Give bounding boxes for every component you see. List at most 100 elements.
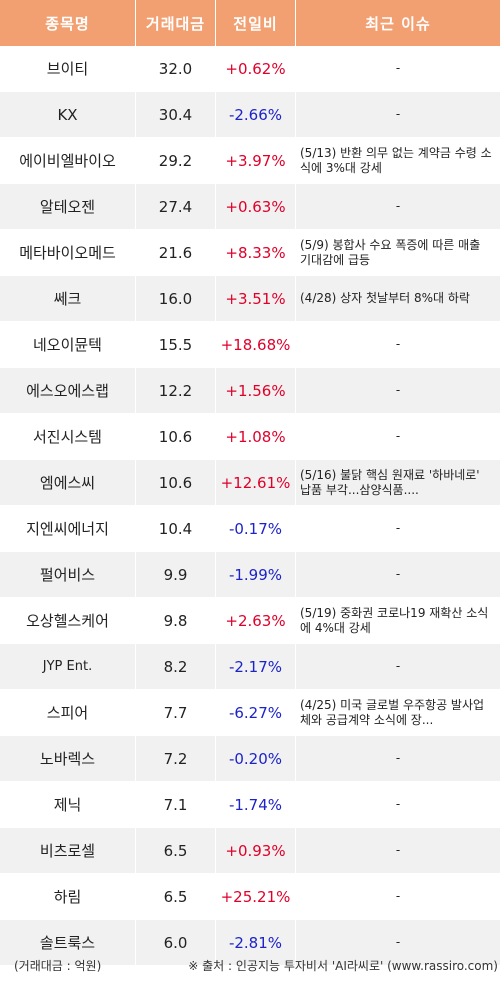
stock-name: 에이비엘바이오 <box>0 138 136 184</box>
table-row: 하림 6.5 +25.21% - <box>0 874 500 920</box>
recent-issue-text: - <box>395 383 401 397</box>
recent-issue: - <box>296 414 500 460</box>
table-row: 서진시스템 10.6 +1.08% - <box>0 414 500 460</box>
stock-name: 솔트룩스 <box>0 920 136 966</box>
trade-volume: 8.2 <box>136 644 216 690</box>
table-row: 브이티 32.0 +0.62% - <box>0 46 500 92</box>
recent-issue: (4/28) 상자 첫날부터 8%대 하락 <box>296 276 500 322</box>
stock-name: 에스오에스랩 <box>0 368 136 414</box>
table-row: 에스오에스랩 12.2 +1.56% - <box>0 368 500 414</box>
price-change: +8.33% <box>216 230 296 276</box>
price-change: -2.81% <box>216 920 296 966</box>
trade-volume: 7.7 <box>136 690 216 736</box>
recent-issue: (5/9) 봉합사 수요 폭증에 따른 매출 기대감에 급등 <box>296 230 500 276</box>
table-row: 메타바이오메드 21.6 +8.33% (5/9) 봉합사 수요 폭증에 따른 매출 … <box>0 230 500 276</box>
stock-name: JYP Ent. <box>0 644 136 690</box>
price-change: +0.62% <box>216 46 296 92</box>
recent-issue: (5/13) 반환 의무 없는 계약금 수령 소식에 3%대 강세 <box>296 138 500 184</box>
recent-issue-text: - <box>395 659 401 673</box>
table-row: 노바렉스 7.2 -0.20% - <box>0 736 500 782</box>
trade-volume: 30.4 <box>136 92 216 138</box>
recent-issue: - <box>296 644 500 690</box>
recent-issue-text: - <box>395 751 401 765</box>
footer: (거래대금 : 억원) ※ 출처 : 인공지능 투자비서 'AI라씨로' (ww… <box>0 950 500 980</box>
table-row: 쎄크 16.0 +3.51% (4/28) 상자 첫날부터 8%대 하락 <box>0 276 500 322</box>
recent-issue-text: - <box>395 889 401 903</box>
stock-name: 쎄크 <box>0 276 136 322</box>
recent-issue: - <box>296 828 500 874</box>
stock-name: 노바렉스 <box>0 736 136 782</box>
price-change: -6.27% <box>216 690 296 736</box>
stock-name: 비츠로셀 <box>0 828 136 874</box>
trade-volume: 6.5 <box>136 874 216 920</box>
recent-issue: - <box>296 920 500 966</box>
table-row: 네오이뮨텍 15.5 +18.68% - <box>0 322 500 368</box>
stock-name: KX <box>0 92 136 138</box>
stock-name: 메타바이오메드 <box>0 230 136 276</box>
trade-volume: 7.1 <box>136 782 216 828</box>
price-change: -1.99% <box>216 552 296 598</box>
trade-volume: 6.5 <box>136 828 216 874</box>
recent-issue-text: (4/28) 상자 첫날부터 8%대 하락 <box>300 291 470 305</box>
stock-name: 지엔씨에너지 <box>0 506 136 552</box>
recent-issue-text: - <box>395 199 401 213</box>
trade-volume: 10.6 <box>136 414 216 460</box>
recent-issue-text: - <box>395 567 401 581</box>
recent-issue: - <box>296 184 500 230</box>
price-change: +25.21% <box>216 874 296 920</box>
header-name: 종목명 <box>0 0 136 46</box>
price-change: +0.93% <box>216 828 296 874</box>
recent-issue: - <box>296 368 500 414</box>
header-issue: 최근 이슈 <box>296 0 500 46</box>
stock-name: 스피어 <box>0 690 136 736</box>
price-change: +1.56% <box>216 368 296 414</box>
recent-issue: (5/19) 중화권 코로나19 재확산 소식에 4%대 강세 <box>296 598 500 644</box>
recent-issue-text: - <box>395 107 401 121</box>
price-change: +3.97% <box>216 138 296 184</box>
trade-volume: 10.6 <box>136 460 216 506</box>
trade-volume: 16.0 <box>136 276 216 322</box>
recent-issue-text: - <box>395 61 401 75</box>
table-row: 제닉 7.1 -1.74% - <box>0 782 500 828</box>
table-row: 오상헬스케어 9.8 +2.63% (5/19) 중화권 코로나19 재확산 소식에 … <box>0 598 500 644</box>
recent-issue-text: - <box>395 521 401 535</box>
stock-name: 네오이뮨텍 <box>0 322 136 368</box>
price-change: +18.68% <box>216 322 296 368</box>
recent-issue: (5/16) 불닭 핵심 원재료 '하바네로' 납품 부각...삼양식품.... <box>296 460 500 506</box>
table-row: 비츠로셀 6.5 +0.93% - <box>0 828 500 874</box>
price-change: +12.61% <box>216 460 296 506</box>
table-row: 알테오젠 27.4 +0.63% - <box>0 184 500 230</box>
trade-volume: 9.8 <box>136 598 216 644</box>
table-row: KX 30.4 -2.66% - <box>0 92 500 138</box>
trade-volume: 9.9 <box>136 552 216 598</box>
recent-issue: - <box>296 92 500 138</box>
table-row: 엠에스씨 10.6 +12.61% (5/16) 불닭 핵심 원재료 '하바네로' 납… <box>0 460 500 506</box>
recent-issue-text: - <box>395 797 401 811</box>
stock-name: 서진시스템 <box>0 414 136 460</box>
stock-name: 엠에스씨 <box>0 460 136 506</box>
stock-table: 종목명 거래대금 전일비 최근 이슈 브이티 32.0 +0.62% - KX 30.4-… <box>0 0 500 966</box>
recent-issue-text: - <box>395 337 401 351</box>
recent-issue: - <box>296 782 500 828</box>
table-header-row: 종목명 거래대금 전일비 최근 이슈 <box>0 0 500 46</box>
table-body: 브이티 32.0 +0.62% - KX 30.4 -2.66% - 에이비엘바이오 29.2 +3… <box>0 46 500 966</box>
recent-issue-text: (5/13) 반환 의무 없는 계약금 수령 소식에 3%대 강세 <box>300 145 492 175</box>
table-row: 스피어 7.7 -6.27% (4/25) 미국 글로벌 우주항공 발사업체와 공급계… <box>0 690 500 736</box>
table-row: JYP Ent. 8.2 -2.17% - <box>0 644 500 690</box>
recent-issue-text: (5/19) 중화권 코로나19 재확산 소식에 4%대 강세 <box>300 605 489 635</box>
recent-issue-text: - <box>395 843 401 857</box>
price-change: -0.17% <box>216 506 296 552</box>
recent-issue: - <box>296 736 500 782</box>
price-change: +0.63% <box>216 184 296 230</box>
recent-issue-text: (5/9) 봉합사 수요 폭증에 따른 매출 기대감에 급등 <box>300 237 481 267</box>
recent-issue: (4/25) 미국 글로벌 우주항공 발사업체와 공급계약 소식에 장... <box>296 690 500 736</box>
source-note: ※ 출처 : 인공지능 투자비서 'AI라씨로' (www.rassiro.co… <box>188 959 498 973</box>
table-row: 에이비엘바이오 29.2 +3.97% (5/13) 반환 의무 없는 계약금 수령 … <box>0 138 500 184</box>
trade-volume: 7.2 <box>136 736 216 782</box>
price-change: +3.51% <box>216 276 296 322</box>
stock-name: 하림 <box>0 874 136 920</box>
header-change: 전일비 <box>216 0 296 46</box>
price-change: -2.17% <box>216 644 296 690</box>
trade-volume: 15.5 <box>136 322 216 368</box>
recent-issue: - <box>296 506 500 552</box>
